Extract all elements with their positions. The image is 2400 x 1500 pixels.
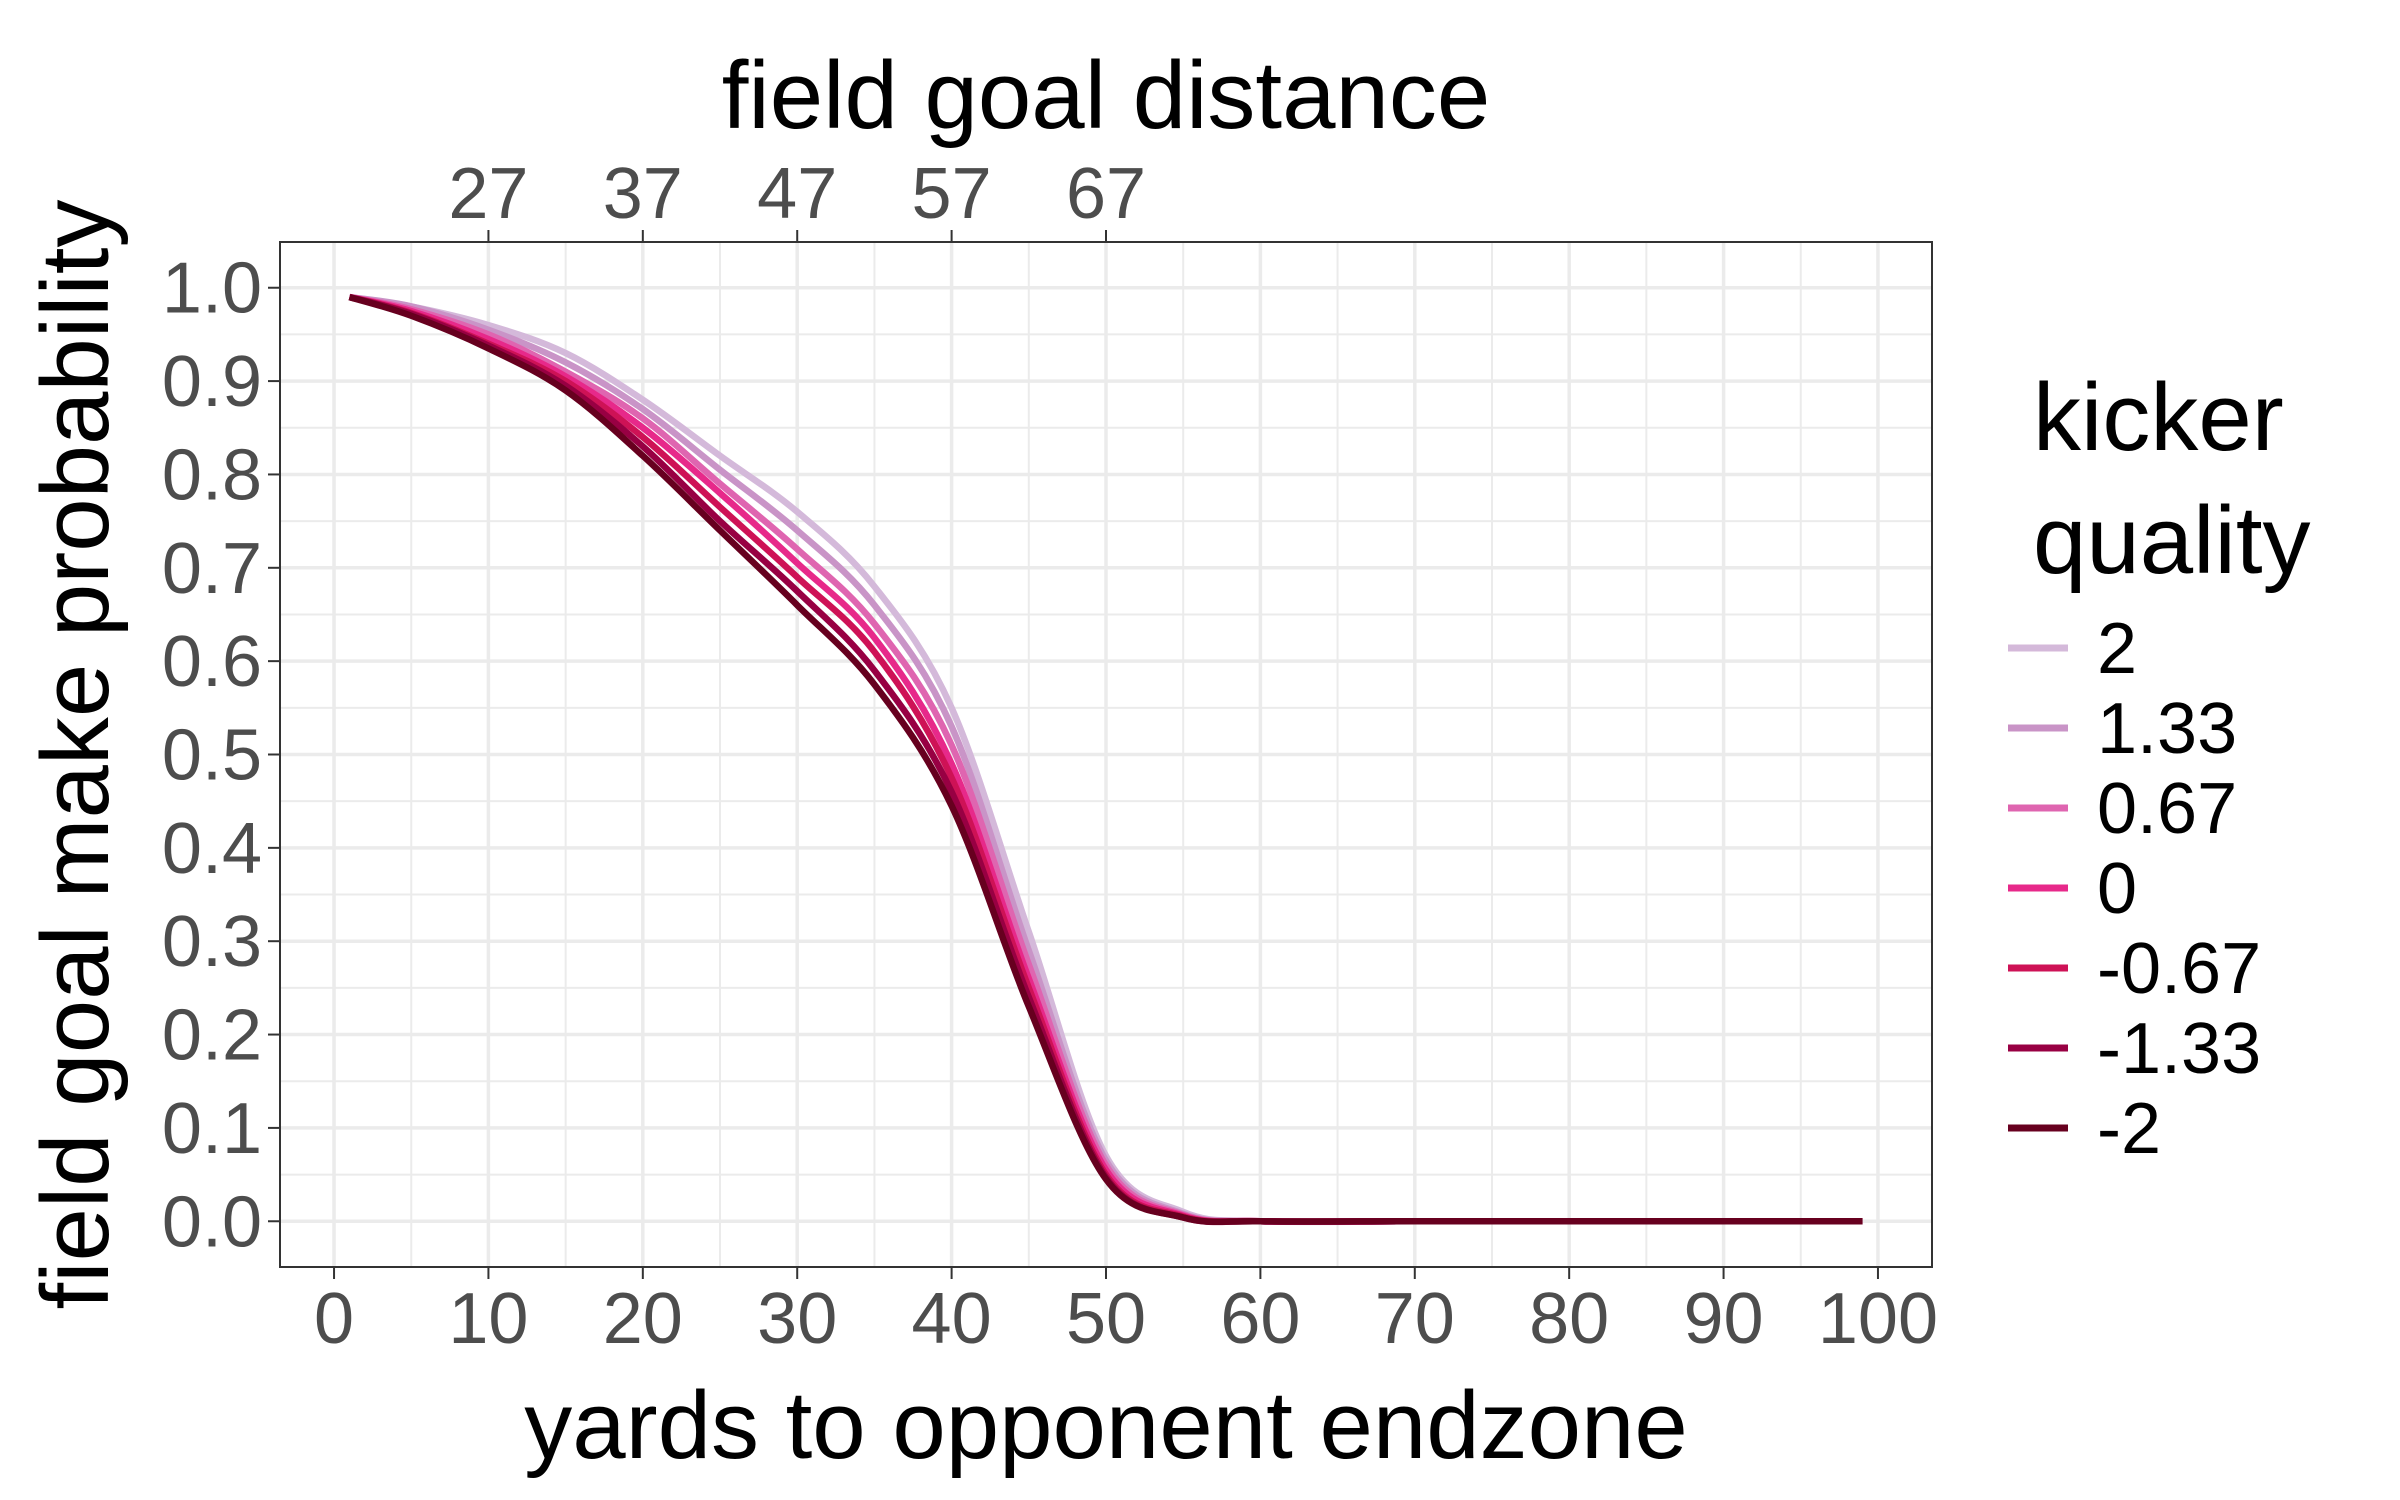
legend-title-line-1: kicker: [2033, 364, 2284, 471]
legend-label-0.67: 0.67: [2097, 769, 2237, 849]
x-tick-label: 100: [1818, 1279, 1938, 1359]
y-axis-title: field goal make probability: [22, 200, 129, 1310]
x-tick-label: 20: [603, 1279, 683, 1359]
y-tick-label: 0.0: [162, 1182, 262, 1262]
legend-label--1.33: -1.33: [2097, 1009, 2261, 1089]
legend-label--2: -2: [2097, 1089, 2161, 1169]
secondary-x-axis-title: field goal distance: [722, 42, 1491, 149]
x-tick-label: 60: [1220, 1279, 1300, 1359]
y-tick-label: 0.2: [162, 996, 262, 1076]
y-tick-label: 1.0: [162, 249, 262, 329]
x-axis-title: yards to opponent endzone: [524, 1372, 1688, 1479]
x-tick-label: 80: [1529, 1279, 1609, 1359]
secondary-x-tick-label: 27: [448, 154, 528, 234]
x-tick-label: 70: [1375, 1279, 1455, 1359]
legend-title-line-2: quality: [2033, 487, 2311, 594]
legend-items: 21.330.670-0.67-1.33-2: [2008, 609, 2261, 1169]
x-tick-label: 50: [1066, 1279, 1146, 1359]
y-tick-label: 0.6: [162, 622, 262, 702]
secondary-x-tick-label: 37: [603, 154, 683, 234]
x-tick-label: 10: [448, 1279, 528, 1359]
secondary-x-tick-label: 57: [912, 154, 992, 234]
secondary-x-tick-label: 67: [1066, 154, 1146, 234]
legend-label-2: 2: [2097, 609, 2137, 689]
y-tick-label: 0.3: [162, 902, 262, 982]
secondary-x-tick-label: 47: [757, 154, 837, 234]
x-tick-label: 30: [757, 1279, 837, 1359]
series-lines: [348, 293, 1863, 1226]
legend-label-0: 0: [2097, 849, 2137, 929]
x-tick-label: 90: [1684, 1279, 1764, 1359]
legend-label--0.67: -0.67: [2097, 929, 2261, 1009]
axis-ticks: 0 10 20 30 40 50 60 70 80 90 100 0.0 0.1 0.2 0.3 0.4 0.5…: [162, 154, 1938, 1359]
y-tick-label: 0.9: [162, 342, 262, 422]
legend-label-1.33: 1.33: [2097, 689, 2237, 769]
x-tick-label: 40: [912, 1279, 992, 1359]
y-tick-label: 0.1: [162, 1089, 262, 1169]
y-tick-label: 0.7: [162, 529, 262, 609]
y-tick-label: 0.4: [162, 809, 262, 889]
legend: kicker quality 21.330.670-0.67-1.33-2: [2008, 364, 2311, 1169]
y-tick-label: 0.8: [162, 435, 262, 515]
x-tick-label: 0: [314, 1279, 354, 1359]
y-tick-label: 0.5: [162, 716, 262, 796]
series-line--2: [348, 293, 1863, 1226]
